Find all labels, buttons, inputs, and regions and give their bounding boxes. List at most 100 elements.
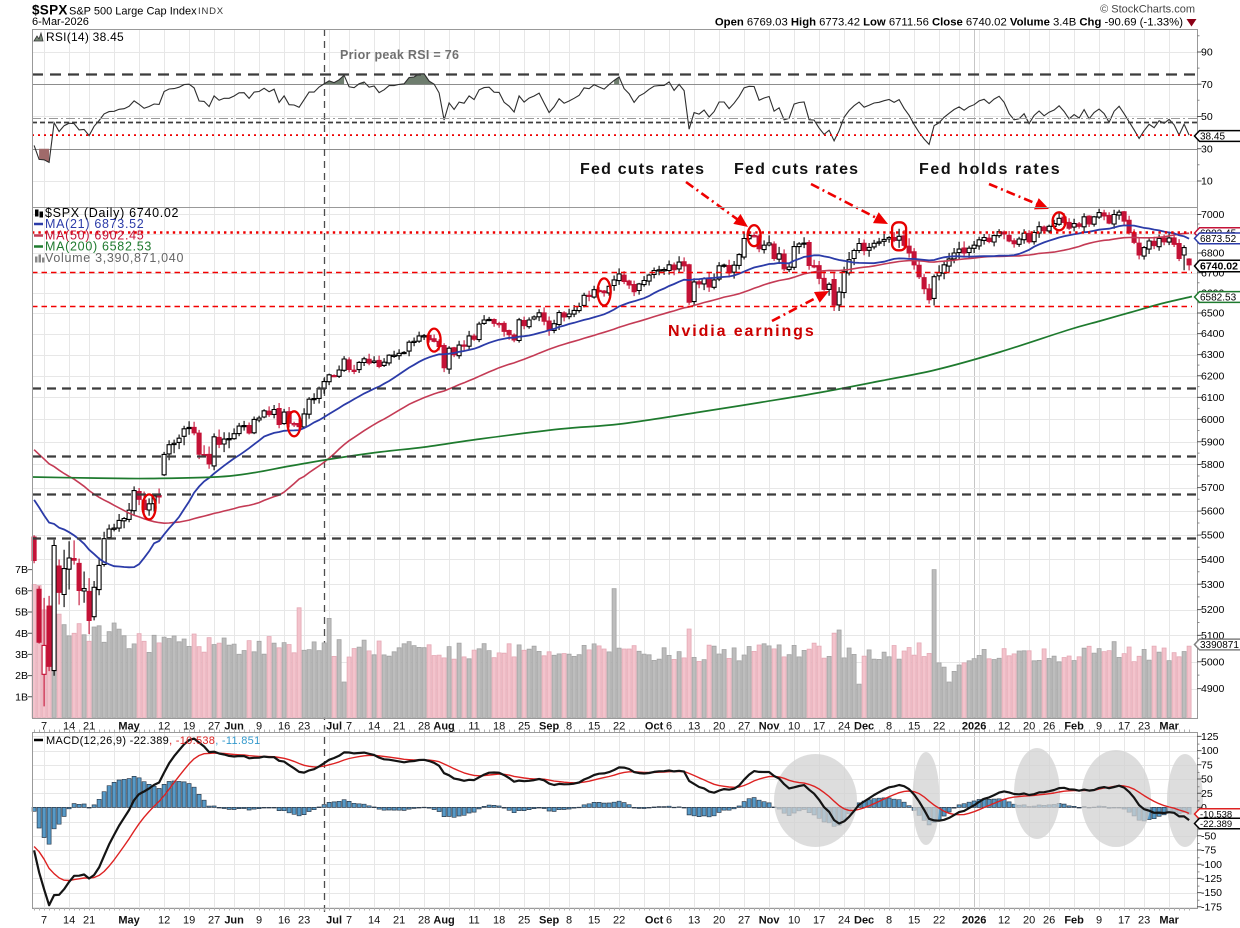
svg-text:13: 13 xyxy=(688,721,700,733)
svg-text:12: 12 xyxy=(998,915,1010,927)
svg-text:12: 12 xyxy=(158,721,170,733)
svg-text:6100: 6100 xyxy=(1201,392,1225,404)
svg-text:-22.389: -22.389 xyxy=(1200,819,1232,830)
svg-text:MACD(12,26,9) -22.389, -10.538: MACD(12,26,9) -22.389, -10.538, -11.851 xyxy=(46,735,261,747)
svg-text:22: 22 xyxy=(933,915,945,927)
svg-text:Jul: Jul xyxy=(326,915,342,927)
svg-text:-10.538: -10.538 xyxy=(1200,810,1232,821)
svg-text:15: 15 xyxy=(908,915,920,927)
svg-text:Feb: Feb xyxy=(1064,721,1084,733)
svg-text:Nvidia earnings: Nvidia earnings xyxy=(668,323,816,340)
svg-text:2026: 2026 xyxy=(962,721,986,733)
svg-text:125: 125 xyxy=(1201,731,1219,743)
svg-text:Jun: Jun xyxy=(224,915,244,927)
svg-text:14: 14 xyxy=(368,915,380,927)
svg-text:5300: 5300 xyxy=(1201,579,1225,591)
svg-text:21: 21 xyxy=(393,721,405,733)
svg-text:10: 10 xyxy=(788,721,800,733)
svg-text:6800: 6800 xyxy=(1201,248,1225,260)
svg-text:26: 26 xyxy=(1043,721,1055,733)
svg-text:14: 14 xyxy=(63,721,75,733)
svg-text:7: 7 xyxy=(41,915,47,927)
svg-text:7: 7 xyxy=(346,721,352,733)
svg-text:8: 8 xyxy=(886,915,892,927)
svg-text:25: 25 xyxy=(518,721,530,733)
svg-text:RSI(14) 38.45: RSI(14) 38.45 xyxy=(46,30,124,44)
svg-text:50: 50 xyxy=(1201,111,1213,123)
svg-text:30: 30 xyxy=(1201,143,1213,155)
svg-text:100: 100 xyxy=(1201,745,1219,757)
svg-text:5200: 5200 xyxy=(1201,604,1225,616)
svg-text:Oct: Oct xyxy=(645,721,664,733)
svg-text:© StockCharts.com: © StockCharts.com xyxy=(1100,4,1195,16)
svg-text:3390871: 3390871 xyxy=(1200,640,1239,651)
svg-text:10: 10 xyxy=(1201,176,1213,188)
svg-text:23: 23 xyxy=(1138,721,1150,733)
svg-text:Aug: Aug xyxy=(433,915,454,927)
svg-text:Volume 3,390,871,040: Volume 3,390,871,040 xyxy=(45,251,184,265)
svg-text:INDX: INDX xyxy=(198,6,224,17)
svg-text:19: 19 xyxy=(183,721,195,733)
svg-text:MA(21) 6873.52: MA(21) 6873.52 xyxy=(45,217,144,231)
svg-text:Fed cuts rates: Fed cuts rates xyxy=(580,161,705,178)
svg-text:5900: 5900 xyxy=(1201,436,1225,448)
svg-text:21: 21 xyxy=(83,721,95,733)
svg-text:-125: -125 xyxy=(1201,873,1222,885)
svg-text:Mar: Mar xyxy=(1159,721,1179,733)
svg-text:15: 15 xyxy=(908,721,920,733)
svg-text:15: 15 xyxy=(588,721,600,733)
svg-text:Jun: Jun xyxy=(224,721,244,733)
svg-text:38.45: 38.45 xyxy=(1200,132,1225,143)
svg-text:6200: 6200 xyxy=(1201,370,1225,382)
svg-text:6: 6 xyxy=(666,915,672,927)
svg-text:Mar: Mar xyxy=(1159,915,1179,927)
svg-text:7: 7 xyxy=(346,915,352,927)
svg-text:Fed cuts rates: Fed cuts rates xyxy=(734,161,859,178)
svg-text:18: 18 xyxy=(493,721,505,733)
svg-text:14: 14 xyxy=(63,915,75,927)
svg-text:9: 9 xyxy=(256,915,262,927)
svg-text:27: 27 xyxy=(208,721,220,733)
svg-text:6-Mar-2026: 6-Mar-2026 xyxy=(32,16,89,28)
svg-text:6500: 6500 xyxy=(1201,308,1225,320)
svg-text:11: 11 xyxy=(468,721,479,733)
svg-text:Aug: Aug xyxy=(433,721,454,733)
svg-text:5700: 5700 xyxy=(1201,482,1225,494)
svg-text:20: 20 xyxy=(1023,915,1035,927)
svg-text:9: 9 xyxy=(256,721,262,733)
svg-text:$SPX (Daily) 6740.02: $SPX (Daily) 6740.02 xyxy=(45,206,179,220)
svg-text:4B: 4B xyxy=(15,628,28,640)
svg-text:Prior peak RSI = 76: Prior peak RSI = 76 xyxy=(340,48,459,62)
svg-text:20: 20 xyxy=(1023,721,1035,733)
svg-text:23: 23 xyxy=(1138,915,1150,927)
svg-text:23: 23 xyxy=(298,915,310,927)
svg-text:Dec: Dec xyxy=(854,915,874,927)
svg-text:2026: 2026 xyxy=(962,915,986,927)
svg-text:22: 22 xyxy=(933,721,945,733)
svg-text:17: 17 xyxy=(813,915,825,927)
svg-text:Dec: Dec xyxy=(854,721,874,733)
svg-text:5000: 5000 xyxy=(1201,656,1225,668)
svg-text:16: 16 xyxy=(278,721,290,733)
svg-text:MA(200) 6582.53: MA(200) 6582.53 xyxy=(45,240,152,254)
svg-text:11: 11 xyxy=(468,915,479,927)
svg-text:Oct: Oct xyxy=(645,915,664,927)
svg-text:75: 75 xyxy=(1201,759,1213,771)
svg-text:12: 12 xyxy=(998,721,1010,733)
svg-text:5800: 5800 xyxy=(1201,459,1225,471)
svg-text:25: 25 xyxy=(518,915,530,927)
svg-text:16: 16 xyxy=(278,915,290,927)
svg-text:-50: -50 xyxy=(1201,830,1216,842)
svg-text:4900: 4900 xyxy=(1201,683,1225,695)
svg-text:$SPX: $SPX xyxy=(32,3,68,18)
svg-text:2B: 2B xyxy=(15,670,28,682)
svg-text:18: 18 xyxy=(493,915,505,927)
svg-text:50: 50 xyxy=(1201,774,1213,786)
svg-text:25: 25 xyxy=(1201,788,1213,800)
svg-text:-175: -175 xyxy=(1201,901,1222,913)
svg-text:6300: 6300 xyxy=(1201,349,1225,361)
svg-text:6000: 6000 xyxy=(1201,414,1225,426)
svg-text:22: 22 xyxy=(613,721,625,733)
svg-text:9: 9 xyxy=(1096,915,1102,927)
svg-text:6873.52: 6873.52 xyxy=(1200,234,1237,245)
